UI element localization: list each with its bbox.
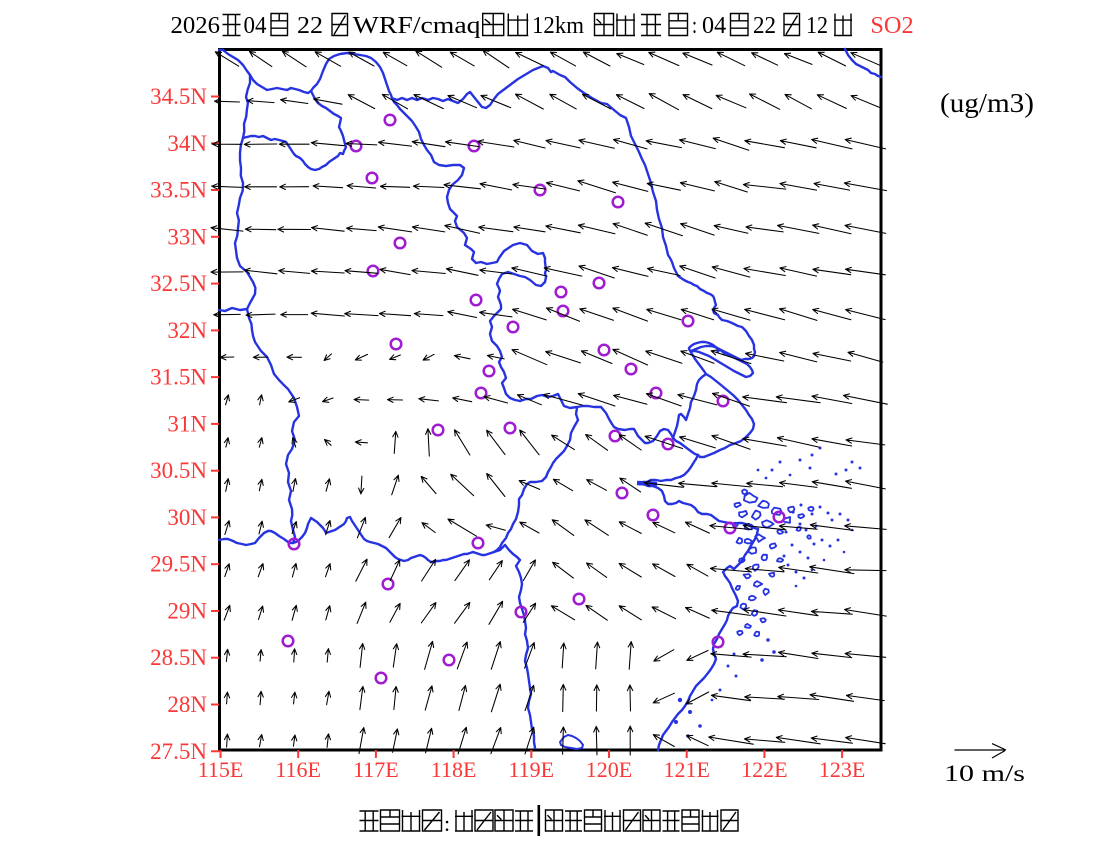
- svg-text:22: 22: [753, 13, 776, 39]
- svg-text:33N: 33N: [167, 224, 207, 249]
- svg-text:29N: 29N: [167, 599, 207, 624]
- svg-text:116E: 116E: [275, 757, 321, 782]
- svg-text:121E: 121E: [663, 757, 709, 782]
- svg-text:31N: 31N: [167, 411, 207, 436]
- svg-text:118E: 118E: [431, 757, 477, 782]
- svg-text:115E: 115E: [198, 757, 244, 782]
- svg-text:32N: 32N: [167, 318, 207, 343]
- svg-text:33.5N: 33.5N: [150, 178, 207, 203]
- svg-text:12km: 12km: [532, 13, 584, 39]
- svg-text:04: 04: [702, 13, 726, 39]
- svg-text:119E: 119E: [508, 757, 554, 782]
- svg-text:34N: 34N: [167, 131, 207, 156]
- svg-text:(ug/m3): (ug/m3): [940, 88, 1034, 118]
- svg-text:04: 04: [244, 13, 267, 39]
- svg-text:32.5N: 32.5N: [150, 271, 207, 296]
- svg-text:30N: 30N: [167, 505, 207, 530]
- svg-text:122E: 122E: [741, 757, 787, 782]
- svg-text:120E: 120E: [586, 757, 632, 782]
- svg-text:10 m/s: 10 m/s: [944, 761, 1025, 786]
- svg-text:117E: 117E: [353, 757, 399, 782]
- svg-text:30.5N: 30.5N: [150, 458, 207, 483]
- svg-text::: :: [692, 13, 697, 39]
- svg-text:12: 12: [806, 13, 828, 39]
- svg-text:27.5N: 27.5N: [150, 739, 207, 764]
- svg-text:34.5N: 34.5N: [150, 84, 207, 109]
- svg-text:29.5N: 29.5N: [150, 552, 207, 577]
- svg-text:31.5N: 31.5N: [150, 365, 207, 390]
- svg-text:123E: 123E: [819, 757, 865, 782]
- svg-text:SO2: SO2: [870, 13, 913, 39]
- svg-text:28N: 28N: [167, 692, 207, 717]
- svg-text:28.5N: 28.5N: [150, 645, 207, 670]
- svg-text::: :: [444, 811, 450, 836]
- svg-text:2026: 2026: [171, 13, 221, 39]
- svg-text:22: 22: [297, 13, 323, 39]
- svg-text:WRF/cmaq: WRF/cmaq: [353, 13, 481, 39]
